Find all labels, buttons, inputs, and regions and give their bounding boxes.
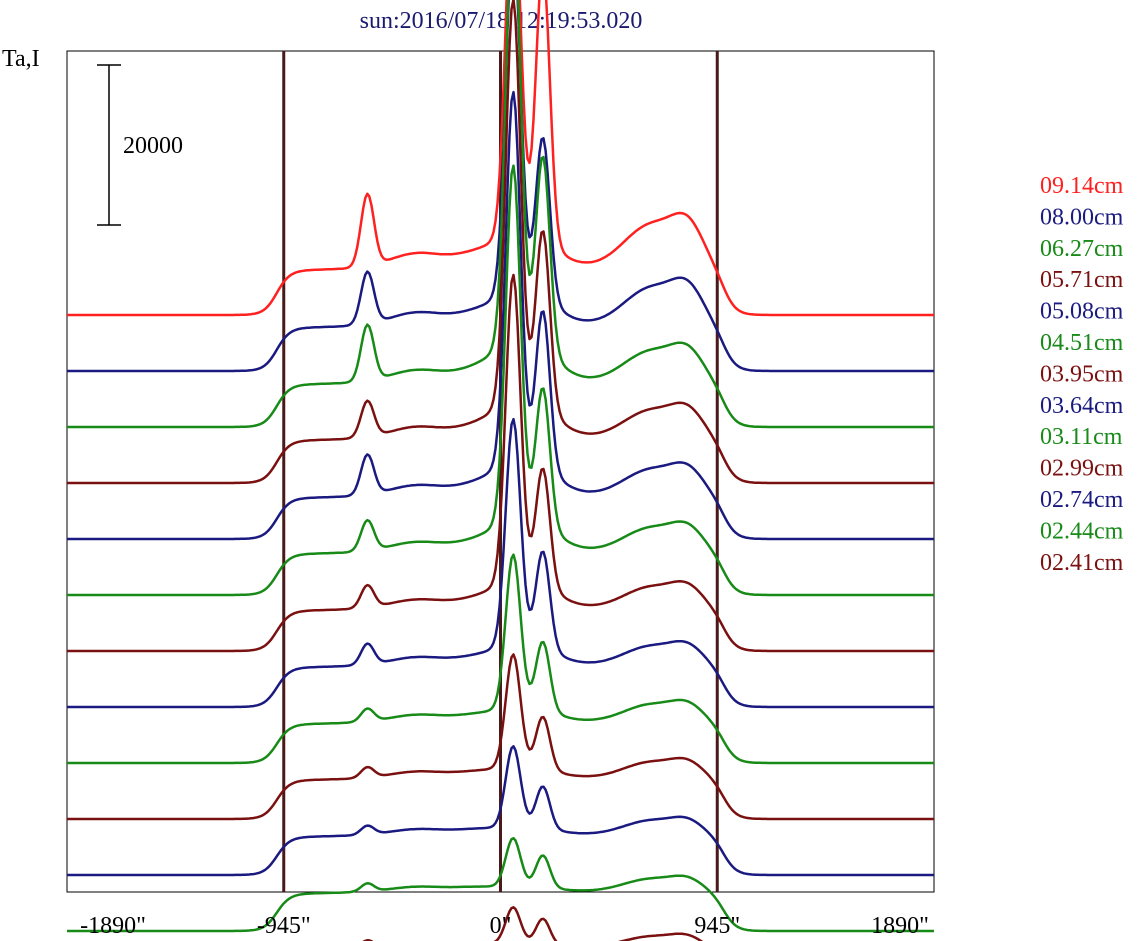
legend-entry-08.00cm: 08.00cm [1040,204,1124,230]
series-lines [67,0,934,941]
legend-entry-06.27cm: 06.27cm [1040,236,1124,262]
legend-entry-05.71cm: 05.71cm [1040,267,1124,293]
legend-entry-09.14cm: 09.14cm [1040,173,1124,199]
series-line-05.08cm [67,90,934,541]
x-tick-label: 945" [694,913,740,939]
legend-entry-02.44cm: 02.44cm [1040,518,1124,544]
legend-entry-04.51cm: 04.51cm [1040,330,1124,356]
y-axis-label: Ta,I [2,46,40,72]
series-line-04.51cm [67,164,934,597]
series-line-02.41cm [362,906,704,941]
series-line-09.14cm [67,0,934,317]
series-line-02.99cm [67,653,934,821]
legend-entry-02.74cm: 02.74cm [1040,487,1124,513]
scale-bar-label: 20000 [123,133,183,159]
series-line-02.74cm [67,745,934,877]
x-tick-label: -1890" [80,913,146,939]
legend-entry-03.95cm: 03.95cm [1040,361,1124,387]
chart-title: sun:2016/07/18 12:19:53.020 [360,8,643,34]
legend-entry-02.41cm: 02.41cm [1040,550,1124,576]
scale-bar [97,64,121,226]
legend-entry-03.11cm: 03.11cm [1040,424,1123,450]
legend-entry-03.64cm: 03.64cm [1040,393,1124,419]
series-line-06.27cm [67,0,934,429]
series-line-08.00cm [67,0,934,373]
x-tick-label: 1890" [871,913,929,939]
series-line-03.11cm [67,553,934,765]
series-line-02.44cm [67,836,934,933]
legend-entry-02.99cm: 02.99cm [1040,456,1124,482]
series-line-05.71cm [67,0,934,485]
legend: 09.14cm 08.00cm 06.27cm 05.71cm 05.08cm 04.51… [1040,173,1124,576]
x-tick-labels: -1890" -945" 0" 945" 1890" [80,913,929,939]
x-tick-label: -945" [257,913,311,939]
series-line-03.95cm [67,273,934,653]
legend-entry-05.08cm: 05.08cm [1040,299,1124,325]
x-tick-label: 0" [490,913,512,939]
series-line-03.64cm [67,417,934,709]
